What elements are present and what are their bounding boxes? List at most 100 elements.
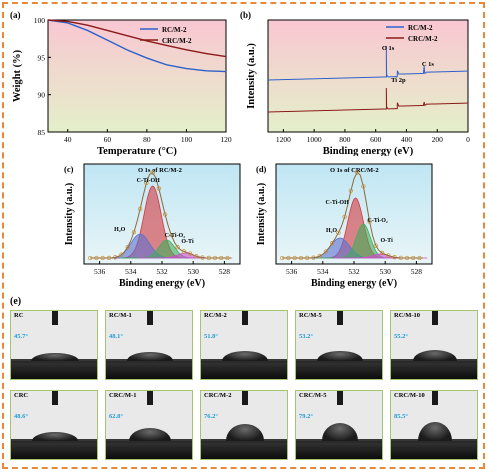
substrate-surface: [11, 441, 97, 443]
raw-data-point: [131, 229, 137, 235]
legend-label: CRC/M-2: [162, 37, 192, 45]
y-axis-label: Weight (%): [12, 49, 23, 102]
series-line: [47, 19, 227, 73]
x-axis-label: Binding energy (eV): [311, 278, 397, 289]
raw-data-point: [398, 255, 403, 261]
sample-name: RC: [14, 312, 24, 319]
substrate-reflection: [391, 359, 477, 379]
x-tick-label: 100: [181, 135, 193, 144]
raw-data-point: [144, 180, 149, 186]
x-tick-label: 200: [432, 135, 444, 144]
legend-label: CRC/M-2: [408, 35, 438, 43]
panel-d-title: O 1s of CRC/M-2: [330, 167, 379, 174]
x-tick-label: 528: [411, 267, 423, 276]
raw-data-point: [336, 230, 341, 236]
raw-data-point: [373, 243, 378, 248]
x-tick-label: 1000: [307, 135, 322, 144]
water-droplet: [321, 423, 358, 441]
raw-data-point: [354, 170, 360, 175]
x-tick-label: 800: [339, 135, 351, 144]
contact-angle-value: 76.2°: [204, 413, 218, 420]
contact-angle-grid: RC 45.7° RC/M-1 48.1° RC/M-2 51.8° RC/M-5 53.2°…: [10, 310, 479, 466]
water-droplet: [31, 431, 79, 441]
x-tick-label: 530: [188, 267, 200, 276]
contact-angle-value: 45.7°: [14, 333, 28, 340]
y-tick-label: 100: [34, 16, 46, 25]
raw-data-point: [292, 255, 297, 261]
substrate-reflection: [296, 359, 382, 379]
substrate-reflection: [106, 439, 192, 459]
y-tick-label: 90: [38, 91, 46, 100]
component-label: C-Ti-OH: [137, 178, 161, 184]
x-tick-label: 528: [219, 267, 231, 276]
syringe-needle: [147, 391, 153, 405]
sample-name: RC/M-10: [394, 312, 420, 319]
syringe-needle: [242, 391, 248, 405]
panel-e-label: (e): [10, 296, 22, 307]
raw-data-point: [175, 245, 180, 250]
raw-data-point: [280, 255, 285, 261]
raw-data-point: [348, 188, 354, 193]
contact-angle-value: 51.8°: [204, 333, 218, 340]
raw-data-point: [212, 255, 218, 261]
raw-data-point: [361, 184, 366, 189]
y-axis-label: Intensity (a.u.): [246, 43, 257, 109]
raw-data-point: [106, 255, 112, 261]
contact-angle-value: 62.8°: [109, 413, 123, 420]
legend-label: RC/M-2: [408, 24, 433, 32]
component-label: C-Ti-OH: [326, 200, 350, 206]
substrate-reflection: [106, 359, 192, 379]
substrate-reflection: [201, 359, 287, 379]
raw-data-point: [286, 255, 291, 261]
contact-angle-value: 79.2°: [299, 413, 313, 420]
raw-data-point: [156, 186, 162, 191]
raw-data-point: [119, 252, 124, 257]
substrate-reflection: [391, 439, 477, 459]
raw-data-point: [311, 255, 316, 260]
x-tick-label: 120: [220, 135, 232, 144]
panel-c-title: O 1s of RC/M-2: [138, 167, 182, 174]
raw-data-point: [317, 253, 322, 259]
sample-name: RC/M-1: [109, 312, 132, 319]
raw-data-point: [194, 253, 199, 259]
raw-data-point: [367, 219, 372, 224]
x-tick-label: 536: [286, 267, 298, 276]
water-droplet: [31, 352, 79, 361]
raw-data-point: [200, 255, 205, 260]
raw-data-point: [150, 170, 155, 175]
water-droplet: [222, 351, 268, 361]
contact-angle-value: 55.2°: [394, 333, 408, 340]
y-tick-label: 85: [38, 128, 46, 137]
substrate-reflection: [11, 439, 97, 459]
substrate-surface: [296, 361, 382, 363]
syringe-needle: [242, 311, 248, 325]
syringe-needle: [432, 391, 438, 405]
contact-angle-image: RC/M-10 55.2°: [390, 310, 478, 380]
x-tick-label: 60: [104, 135, 112, 144]
raw-data-point: [404, 255, 410, 261]
contact-angle-value: 48.6°: [14, 413, 28, 420]
raw-data-point: [125, 244, 130, 250]
contact-angle-image: RC 45.7°: [10, 310, 98, 380]
substrate-surface: [391, 361, 477, 363]
contact-angle-image: RC/M-5 53.2°: [295, 310, 383, 380]
legend-label: RC/M-2: [162, 26, 187, 34]
x-axis-label: Binding energy (eV): [323, 146, 414, 156]
substrate-reflection: [11, 359, 97, 379]
raw-data-point: [181, 249, 186, 254]
contact-angle-image: CRC 48.6°: [10, 390, 98, 460]
component-label: C-Ti-O₂: [165, 233, 186, 239]
peak-label-o1s: O 1s: [382, 45, 395, 52]
figure-frame: [2, 2, 485, 469]
panel-a-label: (a): [10, 10, 21, 20]
raw-data-point: [100, 255, 105, 261]
syringe-needle: [337, 391, 343, 405]
sample-name: RC/M-2: [204, 312, 227, 319]
x-tick-label: 400: [401, 135, 413, 144]
x-tick-label: 532: [156, 267, 168, 276]
component-label: O-Ti: [181, 239, 194, 245]
raw-data-point: [305, 255, 310, 261]
substrate-surface: [391, 441, 477, 443]
x-tick-label: 80: [143, 135, 151, 144]
